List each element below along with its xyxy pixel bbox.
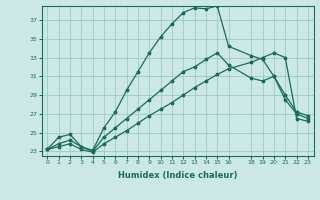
X-axis label: Humidex (Indice chaleur): Humidex (Indice chaleur) <box>118 171 237 180</box>
